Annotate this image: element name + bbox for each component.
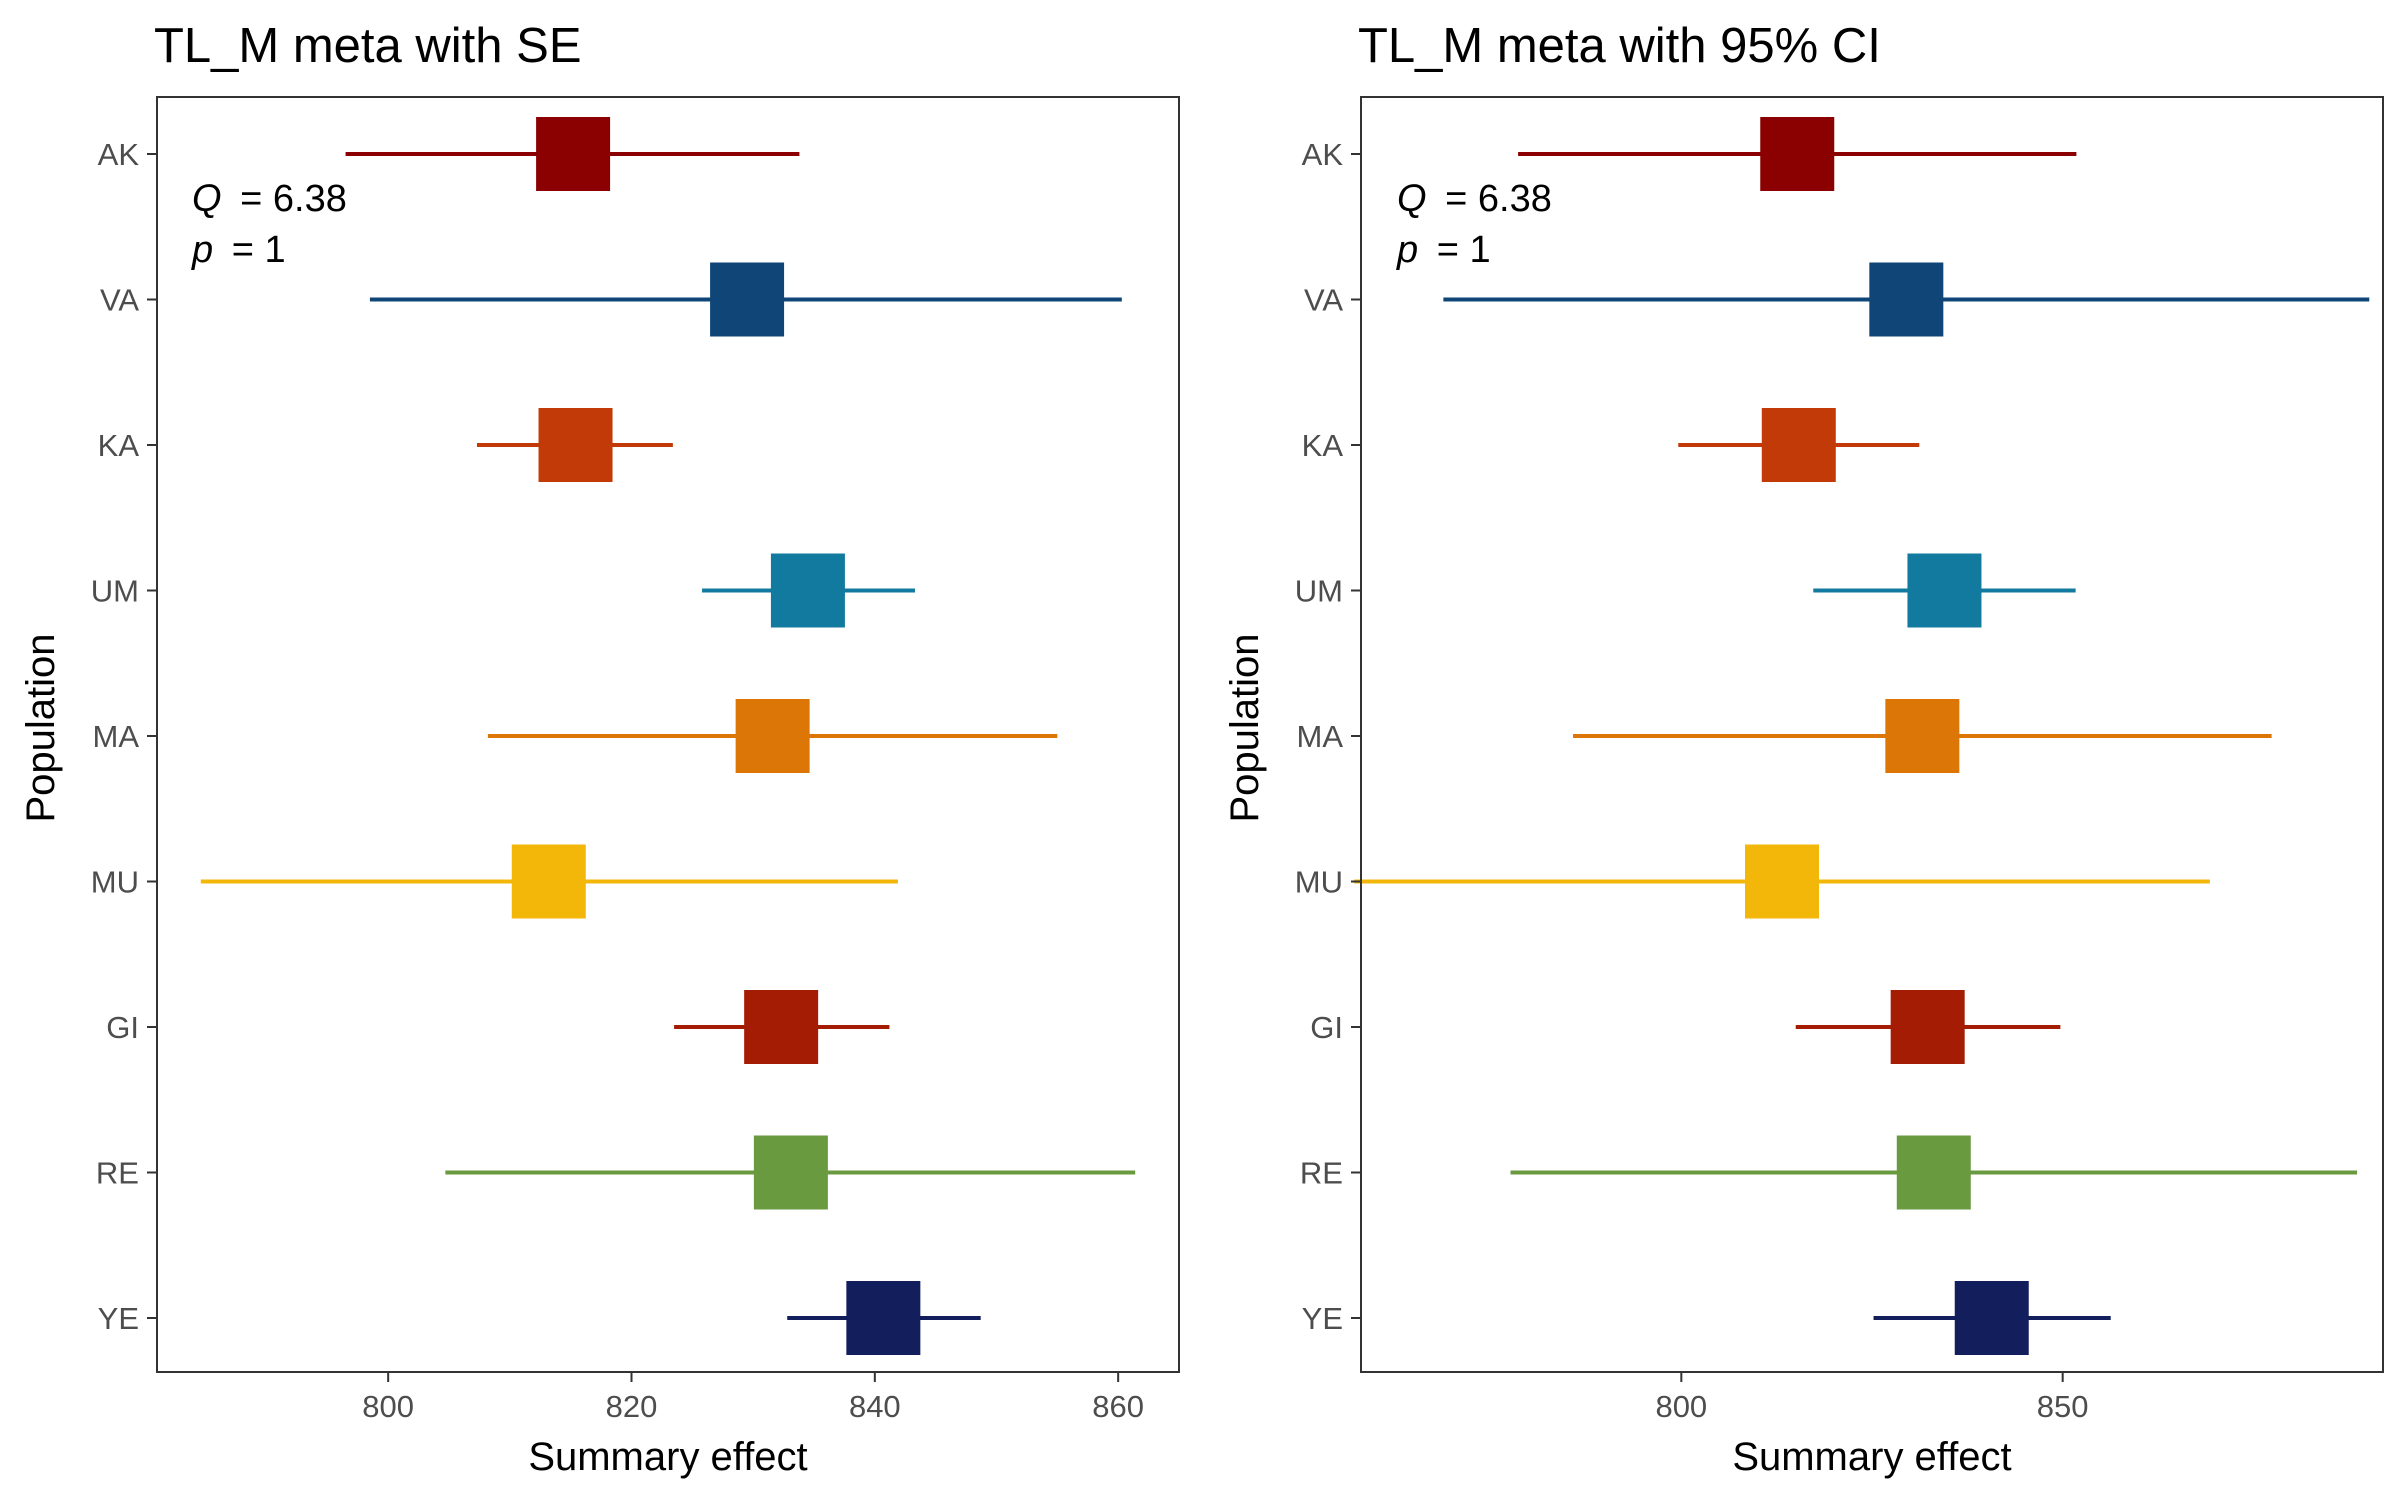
estimate-box [1885,699,1960,773]
y-tick-label: KA [1302,428,1344,463]
p-value-statistic: p = 1 [191,229,286,271]
forest-row-ka [476,408,673,482]
y-tick-label: VA [1304,283,1343,318]
q-symbol: Q [192,178,222,220]
estimate-box [1745,844,1820,919]
x-axis-ticks: 800 820 840 860 [362,1372,1144,1424]
y-axis-label: Population [1223,633,1267,822]
y-tick-label: AK [98,137,140,172]
y-axis-ticks: AK VA KA UM MA MU GI RE YE [91,137,157,1336]
y-tick-label: UM [1295,574,1343,609]
p-value-statistic: p = 1 [1396,229,1491,271]
forest-row-ma [1573,699,2272,773]
forest-row-va [369,262,1122,337]
q-symbol: Q [1397,178,1427,220]
y-axis-label: Population [19,633,63,822]
forest-row-um [702,553,915,628]
y-tick-label: YE [98,1301,139,1336]
forest-row-re [445,1135,1136,1210]
y-tick-label: VA [100,283,139,318]
chart-title: TL_M meta with 95% CI [1358,19,1881,73]
y-tick-label: GI [106,1010,139,1045]
y-tick-label: GI [1310,1010,1343,1045]
y-tick-label: MU [91,865,139,900]
x-tick-label: 800 [362,1389,414,1424]
forest-row-ak [345,117,800,191]
forest-row-ma [487,699,1058,773]
p-value: = 1 [1437,229,1491,271]
y-tick-label: YE [1302,1301,1343,1336]
x-tick-label: 840 [849,1389,901,1424]
forest-marks [1354,117,2370,1355]
estimate-box [1760,117,1835,191]
y-tick-label: UM [91,574,139,609]
forest-row-gi [674,990,890,1064]
estimate-box [1890,990,1965,1064]
estimate-box [770,553,845,628]
y-tick-label: AK [1302,137,1344,172]
forest-marks [200,117,1136,1355]
estimate-box [753,1135,828,1210]
x-tick-label: 850 [2037,1389,2089,1424]
panel-se: TL_M meta with SE Population Summary eff… [19,19,1180,1479]
x-tick-label: 800 [1655,1389,1707,1424]
panel-ci: TL_M meta with 95% CI Population Summary… [1223,19,2384,1479]
x-axis-ticks: 800 850 [1655,1372,2089,1424]
estimate-box [1869,262,1944,337]
y-tick-label: RE [1300,1156,1343,1191]
chart-title: TL_M meta with SE [154,19,582,73]
panel-border [1360,96,2384,1373]
estimate-box [1896,1135,1971,1210]
p-symbol: p [191,229,213,271]
q-statistic: Q = 6.38 [1397,178,1552,220]
p-symbol: p [1396,229,1418,271]
estimate-box [1907,553,1982,628]
y-tick-label: MA [1297,719,1344,754]
estimate-box [735,699,810,773]
y-tick-label: MA [93,719,140,754]
q-value: = 6.38 [240,178,347,220]
y-tick-label: KA [98,428,140,463]
x-axis-label: Summary effect [1732,1435,2011,1479]
p-value: = 1 [232,229,286,271]
forest-row-va [1443,262,2370,337]
y-axis-ticks: AK VA KA UM MA MU GI RE YE [1295,137,1361,1336]
forest-row-ye [1873,1281,2111,1355]
estimate-box [744,990,819,1064]
x-tick-label: 860 [1092,1389,1144,1424]
estimate-box [846,1281,921,1355]
q-value: = 6.38 [1445,178,1552,220]
q-statistic: Q = 6.38 [192,178,347,220]
forest-row-mu [200,844,898,919]
estimate-box [536,117,611,191]
y-tick-label: MU [1295,865,1343,900]
estimate-box [1954,1281,2029,1355]
forest-row-ka [1678,408,1920,482]
forest-row-re [1510,1135,2358,1210]
forest-row-mu [1354,844,2210,919]
forest-row-gi [1795,990,2061,1064]
forest-row-ak [1518,117,2077,191]
y-tick-label: RE [96,1156,139,1191]
estimate-box [710,262,785,337]
estimate-box [538,408,613,482]
x-axis-label: Summary effect [528,1435,807,1479]
estimate-box [1761,408,1836,482]
estimate-box [511,844,586,919]
forest-row-um [1813,553,2076,628]
forest-row-ye [787,1281,981,1355]
x-tick-label: 820 [606,1389,658,1424]
panel-border [156,96,1180,1373]
